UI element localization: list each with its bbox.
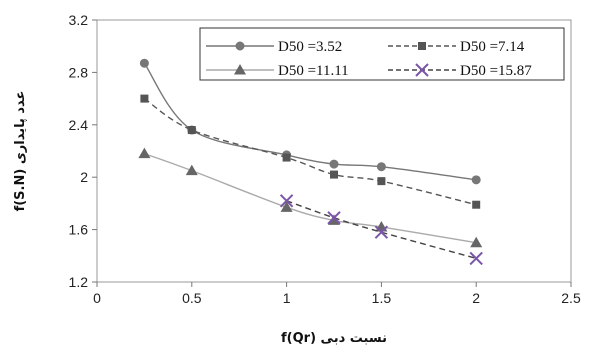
x-tick-label: 1.5 xyxy=(372,290,392,306)
data-point xyxy=(330,170,338,179)
data-point xyxy=(139,58,149,68)
x-axis-ticks: 0 0.5 1 1.5 2 2.5 xyxy=(93,282,581,306)
data-point xyxy=(282,153,291,162)
legend-item: D50 =3.52 xyxy=(206,39,342,55)
data-point xyxy=(374,225,389,239)
x-tick-label: 1 xyxy=(283,290,291,306)
legend-item: D50 =15.87 xyxy=(388,63,532,79)
x-tick-label: 0.5 xyxy=(182,290,202,306)
x-tick-label: 2.5 xyxy=(561,290,581,306)
data-point xyxy=(470,236,483,248)
data-point xyxy=(376,162,386,172)
y-tick-label: 2.8 xyxy=(69,64,89,80)
legend-item: D50 =11.11 xyxy=(206,63,349,79)
series-line xyxy=(143,62,477,181)
x-tick-label: 0 xyxy=(93,290,101,306)
data-point xyxy=(185,164,198,176)
legend-box xyxy=(199,27,565,81)
legend-item: D50 =7.14 xyxy=(388,39,525,55)
data-point xyxy=(138,147,151,159)
series-line xyxy=(144,98,477,206)
legend-marker xyxy=(234,64,246,75)
series-layer xyxy=(138,58,483,266)
series-2 xyxy=(140,94,481,209)
y-tick-label: 1.2 xyxy=(69,274,89,290)
x-tick-label: 2 xyxy=(472,290,480,306)
y-axis-title: عدد پایداری (S.N)f xyxy=(13,91,28,212)
data-point xyxy=(472,200,481,209)
x-axis-title: نسبت دبی (Qr)f xyxy=(281,331,387,346)
data-point xyxy=(377,177,386,186)
series-4 xyxy=(279,194,483,266)
data-point xyxy=(280,201,293,212)
y-tick-label: 2 xyxy=(80,169,88,185)
y-tick-label: 2.4 xyxy=(69,117,89,133)
series-line xyxy=(286,200,477,260)
data-point xyxy=(329,159,339,169)
legend-label: D50 =3.52 xyxy=(278,39,342,55)
y-axis-ticks: 1.2 1.6 2 2.4 2.8 3.2 xyxy=(69,12,97,290)
legend: D50 =3.52 D50 =7.14 D50 =11.11 D50 =15.87 xyxy=(199,27,565,81)
series-3 xyxy=(138,147,483,248)
data-point xyxy=(327,211,341,225)
y-tick-label: 1.6 xyxy=(69,222,89,238)
legend-marker xyxy=(415,63,429,77)
data-point xyxy=(187,126,196,135)
legend-label: D50 =7.14 xyxy=(460,39,525,55)
data-point xyxy=(469,251,483,266)
data-point xyxy=(279,194,294,208)
legend-marker xyxy=(418,42,426,50)
data-point xyxy=(471,175,481,185)
y-tick-label: 3.2 xyxy=(69,12,89,28)
legend-label: D50 =15.87 xyxy=(460,63,532,79)
data-point xyxy=(328,214,340,225)
data-point xyxy=(140,94,149,103)
legend-marker xyxy=(235,41,245,51)
legend-label: D50 =11.11 xyxy=(278,63,349,79)
